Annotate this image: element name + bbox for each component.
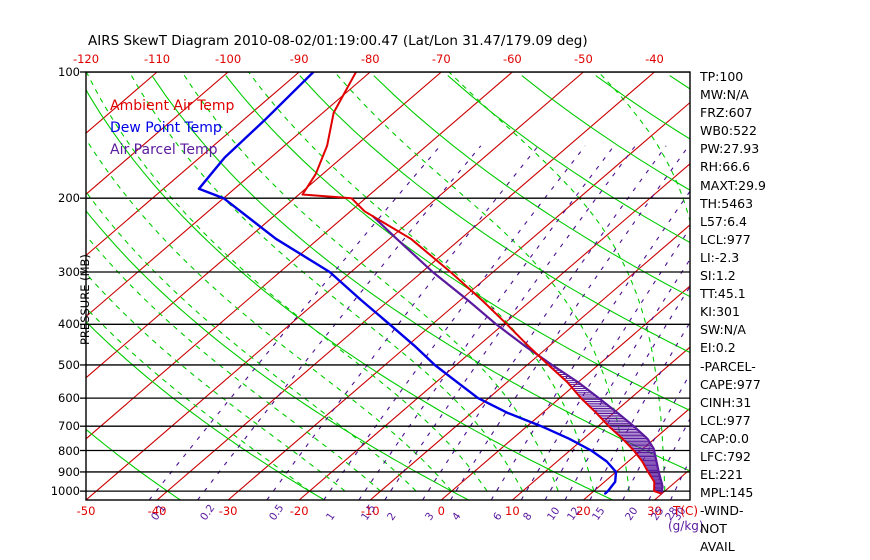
pressure-tick-500: 500 <box>58 357 80 372</box>
bottom-temp-tick-30: 30 <box>647 504 662 518</box>
legend-dew-point-temp: Dew Point Temp <box>110 120 222 136</box>
sidebar-param-17: CAPE:977 <box>700 376 761 392</box>
sidebar-param-4: PW:27.93 <box>700 141 760 157</box>
sidebar-param-21: LFC:792 <box>700 448 751 464</box>
bottom-temp-tick--40: -40 <box>147 504 167 518</box>
sidebar-param-1: MW:N/A <box>700 87 749 103</box>
pressure-axis-title: PRESSURE (MB) <box>78 254 92 345</box>
top-temp-tick--80: -80 <box>360 52 380 66</box>
sidebar-param-8: L57:6.4 <box>700 213 747 229</box>
sidebar-param-16: -PARCEL- <box>700 358 756 374</box>
top-temp-tick--60: -60 <box>502 52 522 66</box>
bottom-temp-tick-10: 10 <box>505 504 520 518</box>
sidebar-param-7: TH:5463 <box>700 195 754 211</box>
top-temp-tick--50: -50 <box>574 52 593 66</box>
temperature-axis-title: T(C) <box>673 504 699 518</box>
top-temp-tick--100: -100 <box>215 52 242 66</box>
bottom-temp-tick-0: 0 <box>437 504 445 518</box>
sidebar-param-11: SI:1.2 <box>700 268 736 284</box>
legend-air-parcel-temp: Air Parcel Temp <box>110 142 218 158</box>
page-title: AIRS SkewT Diagram 2010-08-02/01:19:00.4… <box>88 33 588 49</box>
bottom-temp-tick-20: 20 <box>576 504 591 518</box>
pressure-tick-1000: 1000 <box>50 484 80 499</box>
pressure-tick-300: 300 <box>58 264 80 279</box>
bottom-temp-tick--30: -30 <box>218 504 238 518</box>
sidebar-param-26: AVAIL <box>700 539 735 555</box>
sidebar-param-15: EI:0.2 <box>700 340 736 356</box>
pressure-tick-100: 100 <box>58 65 80 79</box>
sidebar-param-5: RH:66.6 <box>700 159 751 175</box>
bottom-temp-tick--50: -50 <box>76 504 96 518</box>
top-temp-tick--70: -70 <box>431 52 451 66</box>
sidebar-param-25: NOT <box>700 521 727 537</box>
pressure-tick-200: 200 <box>58 191 80 206</box>
sidebar-param-19: LCL:977 <box>700 412 751 428</box>
sidebar-param-2: FRZ:607 <box>700 105 753 121</box>
bottom-temp-tick--10: -10 <box>360 504 380 518</box>
pressure-tick-700: 700 <box>58 419 80 434</box>
sidebar-param-9: LCL:977 <box>700 231 751 247</box>
pressure-tick-900: 900 <box>58 464 80 479</box>
sidebar-param-6: MAXT:29.9 <box>700 177 766 193</box>
pressure-tick-800: 800 <box>58 443 80 458</box>
sidebar-param-10: LI:-2.3 <box>700 249 740 265</box>
sidebar-param-23: MPL:145 <box>700 485 754 501</box>
sidebar-param-20: CAP:0.0 <box>700 430 749 446</box>
top-temp-tick--120: -120 <box>72 52 100 66</box>
bottom-temp-tick--20: -20 <box>289 504 309 518</box>
parameter-sidebar: TP:100 MW:N/A FRZ:607 WB0:522 PW:27.93 RH:66.… <box>700 68 766 557</box>
sidebar-param-18: CINH:31 <box>700 394 752 410</box>
sidebar-param-3: WB0:522 <box>700 123 757 139</box>
pressure-tick-400: 400 <box>58 317 80 332</box>
top-temp-tick--90: -90 <box>289 52 309 66</box>
pressure-tick-600: 600 <box>58 391 80 406</box>
sidebar-param-13: KI:301 <box>700 304 740 320</box>
sidebar-param-12: TT:45.1 <box>700 286 746 302</box>
sidebar-param-22: EL:221 <box>700 467 743 483</box>
top-temp-tick--40: -40 <box>645 52 664 66</box>
mixing-ratio-axis-title: (g/kg) <box>668 519 704 533</box>
top-temp-tick--110: -110 <box>143 52 171 66</box>
sidebar-param-14: SW:N/A <box>700 322 746 338</box>
legend-ambient-air-temp: Ambient Air Temp <box>110 98 235 114</box>
sidebar-param-0: TP:100 <box>700 69 744 84</box>
sidebar-param-24: -WIND- <box>700 503 744 519</box>
